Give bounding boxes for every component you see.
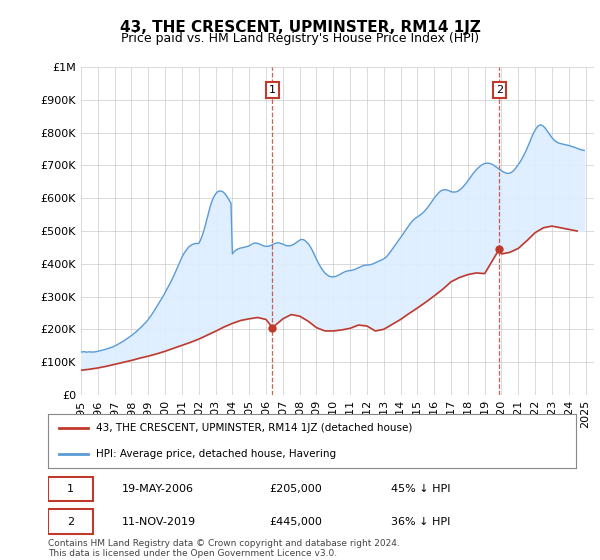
- Text: 19-MAY-2006: 19-MAY-2006: [122, 484, 194, 494]
- Text: 2: 2: [67, 517, 74, 526]
- Text: 11-NOV-2019: 11-NOV-2019: [122, 517, 196, 526]
- Text: HPI: Average price, detached house, Havering: HPI: Average price, detached house, Have…: [95, 449, 335, 459]
- Text: 2: 2: [496, 85, 503, 95]
- Text: 1: 1: [67, 484, 74, 494]
- Text: 43, THE CRESCENT, UPMINSTER, RM14 1JZ: 43, THE CRESCENT, UPMINSTER, RM14 1JZ: [119, 20, 481, 35]
- Text: 36% ↓ HPI: 36% ↓ HPI: [391, 517, 451, 526]
- Text: 45% ↓ HPI: 45% ↓ HPI: [391, 484, 451, 494]
- Text: Price paid vs. HM Land Registry's House Price Index (HPI): Price paid vs. HM Land Registry's House …: [121, 32, 479, 45]
- Text: £205,000: £205,000: [270, 484, 323, 494]
- Text: £445,000: £445,000: [270, 517, 323, 526]
- Text: 1: 1: [269, 85, 276, 95]
- FancyBboxPatch shape: [48, 510, 93, 534]
- FancyBboxPatch shape: [48, 477, 93, 501]
- Text: 43, THE CRESCENT, UPMINSTER, RM14 1JZ (detached house): 43, THE CRESCENT, UPMINSTER, RM14 1JZ (d…: [95, 423, 412, 433]
- Text: Contains HM Land Registry data © Crown copyright and database right 2024.
This d: Contains HM Land Registry data © Crown c…: [48, 539, 400, 558]
